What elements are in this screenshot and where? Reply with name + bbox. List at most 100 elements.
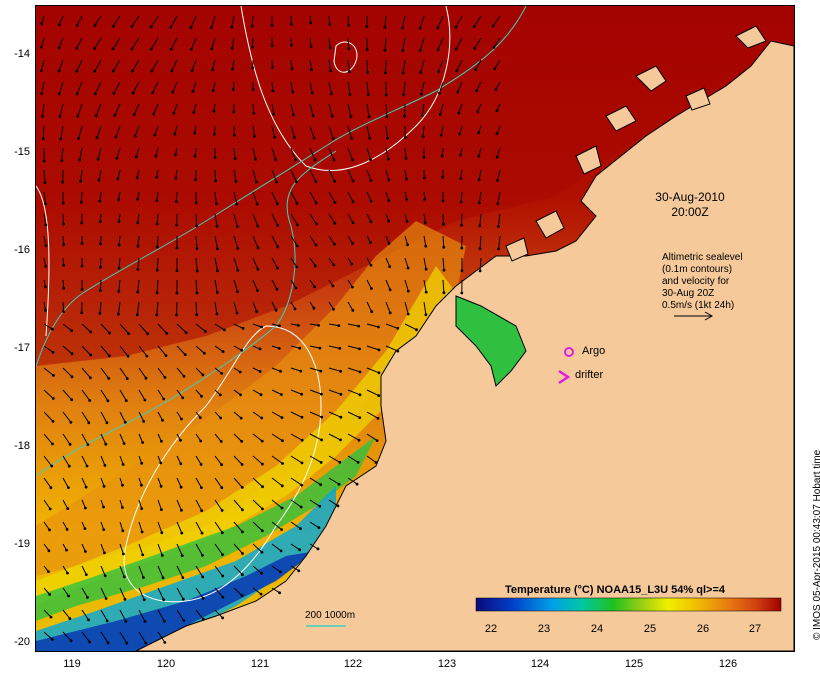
velocity-vector [62,367,73,378]
velocity-vector [157,587,165,600]
velocity-vector-head [424,267,428,271]
velocity-vector [233,565,243,576]
velocity-vector-head [253,134,256,138]
velocity-vector [61,147,64,161]
velocity-vector-head [261,462,264,466]
velocity-vector-head [240,594,244,597]
velocity-vector [252,191,258,205]
velocity-vector [497,191,501,204]
velocity-vector-head [122,575,126,579]
velocity-vector [404,103,406,117]
velocity-vector [214,235,218,249]
colorbar-tick: 25 [643,623,657,635]
velocity-vector [150,15,159,28]
velocity-vector [309,345,321,349]
velocity-vector-head [48,528,51,532]
velocity-vector [290,103,294,116]
velocity-vector [271,235,279,248]
velocity-vector [366,103,370,117]
argo-float-marker[interactable] [564,347,574,357]
velocity-vector [43,609,52,618]
velocity-vector-head [260,550,264,554]
velocity-vector-head [298,346,302,350]
velocity-vector-head [319,483,322,486]
velocity-vector [79,147,83,161]
velocity-vector-head [339,415,343,419]
velocity-vector-head [105,619,109,623]
map-panel[interactable] [35,5,795,652]
velocity-vector-head [70,398,73,402]
velocity-vector [290,367,301,372]
velocity-vector-head [496,202,500,206]
velocity-vector-head [112,92,116,95]
velocity-vector-head [181,576,185,579]
velocity-vector [366,147,371,160]
lon-label: 125 [624,658,644,670]
velocity-vector-head [234,180,238,183]
velocity-vector-head [280,506,284,510]
velocity-vector-head [215,224,219,228]
drifter-marker[interactable] [558,369,571,385]
velocity-vector [195,323,206,332]
velocity-vector [494,59,501,69]
velocity-vector-head [93,92,97,96]
velocity-vector-head [442,291,446,295]
velocity-vector-head [459,177,463,180]
velocity-vector-head [347,47,351,51]
velocity-vector [42,125,45,139]
velocity-vector-head [318,504,322,508]
velocity-vector-head [454,25,458,29]
velocity-vector-head [320,438,323,442]
velocity-vector-head [75,23,79,27]
cold-upwelling-water [36,551,316,651]
velocity-vector [151,59,159,72]
velocity-vector-head [67,594,70,598]
velocity-vector [233,213,238,227]
velocity-vector [347,389,361,396]
velocity-vector [384,59,387,73]
warm-water-region [36,6,794,366]
velocity-vector-head [220,509,224,512]
velocity-vector-head [330,92,333,96]
velocity-vector [119,609,127,622]
lat-label: -15 [14,146,30,158]
velocity-vector [214,587,224,598]
velocity-vector [137,257,140,270]
velocity-vector-head [103,574,107,578]
velocity-vector-head [136,221,140,225]
velocity-vector-head [396,349,400,353]
velocity-vector-head [68,443,72,446]
velocity-vector [290,169,297,183]
velocity-vector [233,279,238,292]
velocity-vector [309,235,317,246]
velocity-vector-head [211,89,215,92]
velocity-vector-head [255,180,258,184]
velocity-vector-head [199,463,203,466]
velocity-vector-head [460,223,463,227]
velocity-vector-head [475,89,478,93]
velocity-vector [133,103,140,115]
velocity-vector-head [472,25,476,29]
velocity-vector [438,81,444,94]
velocity-vector [176,477,182,488]
velocity-vector-head [84,573,88,576]
velocity-vector-head [338,460,342,464]
velocity-vector [251,15,254,27]
velocity-vector-head [123,420,127,424]
velocity-vector [309,213,317,225]
velocity-vector [81,631,90,643]
velocity-vector [99,301,102,314]
velocity-vector-head [161,418,164,422]
velocity-vector-head [401,26,404,30]
velocity-vector [366,279,372,289]
velocity-vector [43,191,46,204]
velocity-vector-head [299,505,303,509]
velocity-vector-head [459,200,463,204]
velocity-vector-head [356,460,360,464]
velocity-vector-head [76,114,80,118]
velocity-vector [214,345,224,353]
velocity-vector-head [235,202,239,206]
colorbar-tick: 23 [537,623,551,635]
drifter-label: drifter [575,369,604,381]
velocity-vector [119,367,128,379]
